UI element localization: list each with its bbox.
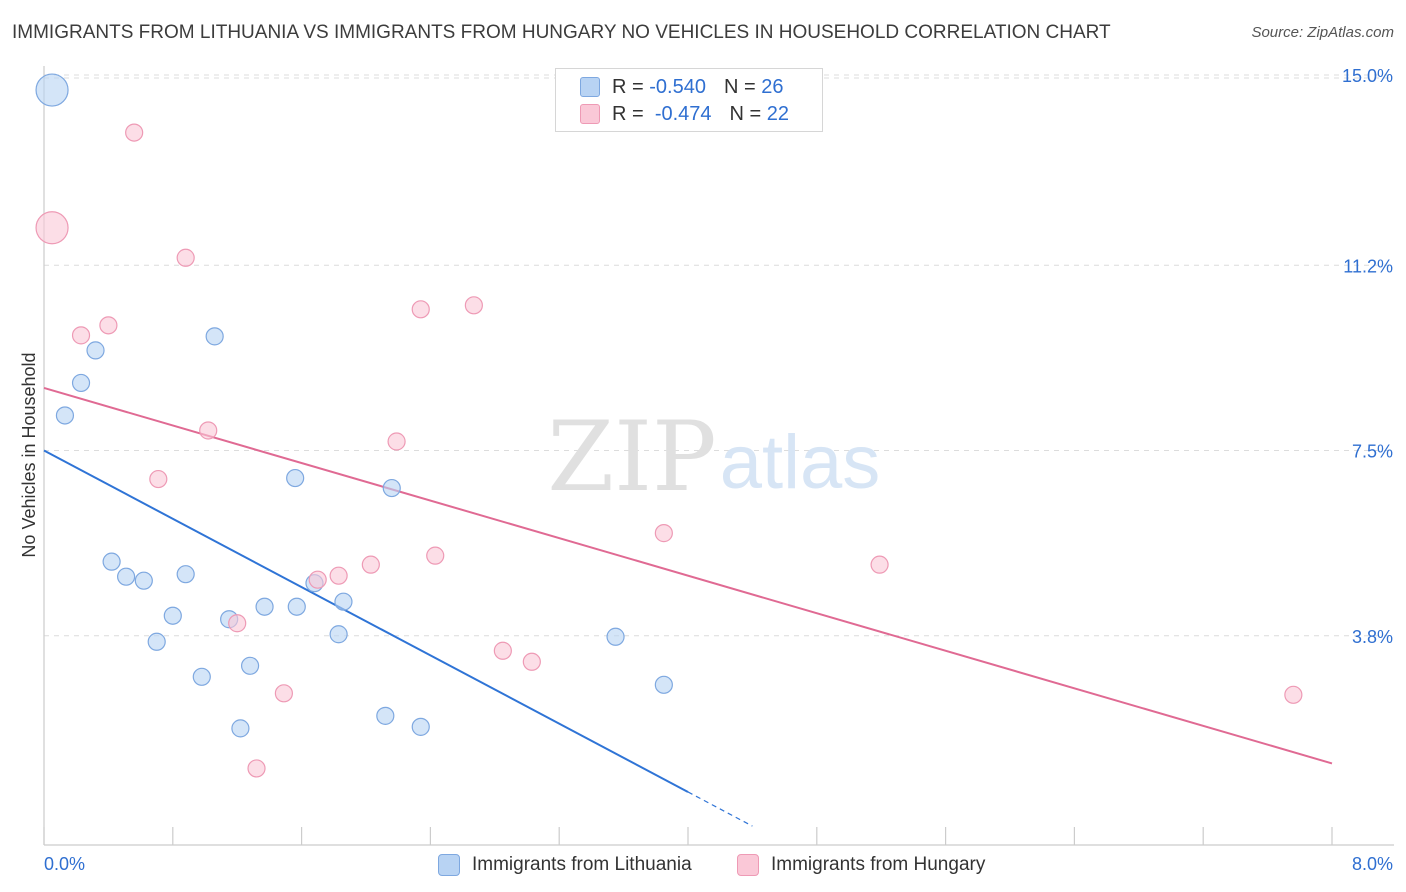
stats-legend: R = -0.540 N = 26 R = -0.474 N = 22 [555, 68, 823, 132]
hungary-point [176, 248, 195, 267]
lithuania-point [192, 667, 211, 686]
lithuania-point [231, 719, 250, 738]
hungary-trendline [43, 386, 1333, 765]
lithuania-point [287, 597, 306, 616]
lithuania-point [654, 675, 673, 694]
lithuania-swatch [580, 77, 600, 97]
hungary-point [361, 555, 380, 574]
legend-item-lithuania[interactable]: Immigrants from Lithuania [438, 852, 692, 878]
legend-item-hungary[interactable]: Immigrants from Hungary [737, 852, 985, 878]
lithuania-point [255, 597, 274, 616]
y-tick-label: 11.2% [1343, 256, 1393, 276]
hungary-point [308, 570, 327, 589]
stats-legend-row-lithuania: R = -0.540 N = 26 [580, 74, 783, 100]
hungary-point [870, 555, 889, 574]
n-label: N = [723, 75, 756, 98]
lithuania-point [376, 706, 395, 725]
legend-label-lithuania: Immigrants from Lithuania [472, 854, 692, 875]
hungary-point [247, 759, 266, 778]
stats-legend-row-hungary: R = -0.474 N = 22 [580, 101, 789, 127]
n-label: N = [729, 102, 762, 125]
hungary-point [35, 211, 69, 245]
hungary-point [426, 546, 445, 565]
hungary-point [149, 469, 168, 489]
x-tick-label-min: 0.0% [44, 854, 85, 874]
lithuania-point [134, 571, 153, 590]
lithuania-point [286, 468, 305, 488]
watermark-atlas: atlas [720, 420, 881, 505]
hungary-point [228, 614, 247, 633]
y-tick-label: 3.8% [1352, 627, 1393, 647]
x-tick-label-max: 8.0% [1352, 854, 1393, 874]
lithuania-point [35, 73, 69, 107]
legend-swatch-lithuania [438, 854, 460, 876]
hungary-point [493, 641, 512, 660]
axes [43, 66, 1394, 846]
r-value-hungary: -0.474 [654, 102, 712, 125]
lithuania-point [86, 341, 105, 360]
lithuania-point [329, 625, 348, 644]
hungary-point [99, 316, 118, 335]
lithuania-trendline [43, 449, 689, 793]
y-tick-label: 15.0% [1342, 66, 1393, 86]
y-axis-title: No Vehicles in Household [19, 352, 39, 557]
hungary-point [1284, 685, 1303, 704]
gridlines [44, 74, 1394, 637]
hungary-point [464, 296, 483, 315]
lithuania-trendline-extension [687, 791, 753, 827]
lithuania-point [117, 567, 136, 586]
n-value-hungary: 22 [766, 102, 790, 125]
lithuania-point [163, 606, 182, 625]
tick-labels: 15.0% 11.2% 7.5% 3.8% 0.0% 8.0% [44, 66, 1393, 874]
r-value-lithuania: -0.540 [649, 75, 706, 98]
hungary-point [654, 524, 673, 543]
lithuania-point [205, 327, 224, 346]
lithuania-point [382, 478, 401, 498]
data-points [35, 73, 1303, 778]
hungary-point [125, 123, 144, 142]
hungary-swatch [580, 104, 600, 124]
legend-swatch-hungary [737, 854, 759, 876]
lithuania-point [334, 592, 353, 611]
hungary-point [329, 566, 348, 585]
lithuania-point [240, 656, 260, 675]
hungary-point [274, 684, 293, 703]
chart-title: IMMIGRANTS FROM LITHUANIA VS IMMIGRANTS … [12, 22, 1111, 43]
hungary-point [522, 652, 541, 671]
lithuania-point [606, 627, 625, 646]
lithuania-point [176, 565, 195, 584]
y-tick-label: 7.5% [1352, 442, 1393, 462]
lithuania-point [411, 717, 430, 736]
legend-label-hungary: Immigrants from Hungary [771, 854, 986, 875]
hungary-point [71, 326, 91, 345]
lithuania-point [102, 552, 121, 571]
n-value-lithuania: 26 [761, 75, 784, 98]
r-label: R = [612, 102, 644, 125]
lithuania-point [55, 406, 75, 425]
watermark-zip: ZIP [547, 401, 716, 513]
source-label: Source: ZipAtlas.com [1251, 24, 1394, 41]
trendlines [43, 386, 1333, 827]
hungary-point [199, 421, 218, 440]
hungary-point [411, 300, 430, 319]
hungary-point [387, 432, 406, 451]
r-label: R = [612, 75, 644, 98]
lithuania-point [147, 632, 166, 651]
lithuania-point [71, 373, 91, 393]
